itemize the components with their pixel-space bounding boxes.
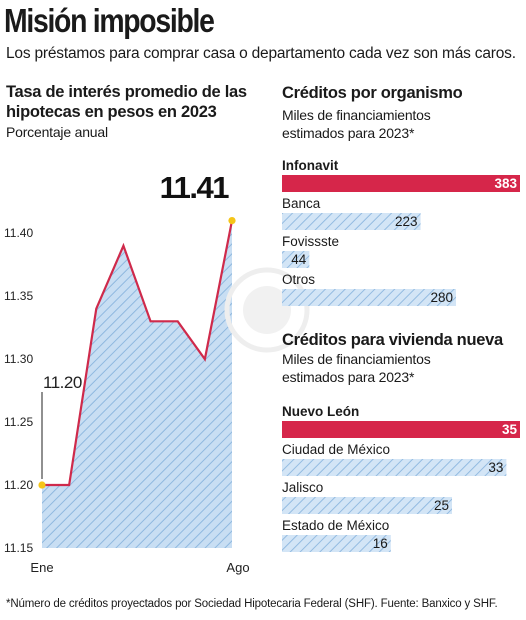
organismo-value: 383 [494, 176, 517, 191]
vivienda-value: 25 [434, 498, 449, 513]
organismo-label: Otros [282, 272, 315, 287]
annotation-start-value: 11.20 [43, 373, 82, 392]
watermark-seal [224, 267, 310, 353]
rate-area [42, 220, 232, 548]
organismo-value: 44 [291, 252, 307, 267]
organismo-label: Fovissste [282, 234, 339, 249]
footnote: *Número de créditos proyectados por Soci… [6, 598, 498, 610]
y-tick-label: 11.40 [4, 226, 33, 240]
vivienda-bar [282, 421, 520, 438]
line-chart: 11.15 11.20 11.25 11.30 11.35 11.40 11.20 11.41… [4, 170, 250, 575]
vivienda-label: Nuevo León [282, 404, 359, 419]
organismo-bar [282, 213, 421, 230]
vivienda-label: Estado de México [282, 518, 389, 533]
vivienda-title: Créditos para vivienda nueva [282, 331, 503, 349]
bar-charts: Infonavit 383 Banca 223 Fovissste 44 Otros 280 N… [282, 158, 520, 552]
line-chart-subtitle: Porcentaje anual [6, 124, 108, 140]
vivienda-value: 33 [488, 460, 503, 475]
y-tick-label: 11.35 [4, 289, 33, 303]
vivienda-bar [282, 497, 452, 514]
organismo-label: Infonavit [282, 158, 339, 173]
organismo-bar [282, 289, 456, 306]
annotation-end-value: 11.41 [160, 170, 230, 205]
vivienda-subtitle: Miles de financiamientos estimados para … [282, 351, 431, 385]
rate-line [42, 220, 234, 487]
vivienda-bar [282, 459, 507, 476]
vivienda-value: 16 [373, 536, 388, 551]
y-tick-label: 11.15 [4, 541, 33, 555]
page-title: Misión imposible [4, 2, 215, 39]
y-tick-label: 11.30 [4, 352, 33, 366]
x-tick-label: Ene [30, 560, 53, 575]
organismo-value: 223 [395, 214, 418, 229]
vivienda-bar [282, 535, 391, 552]
point-marker-end [228, 216, 236, 225]
organismo-subtitle: Miles de financiamientos estimados para … [282, 107, 431, 141]
y-tick-label: 11.25 [4, 415, 33, 429]
line-chart-title: Tasa de interés promedio de las hipoteca… [6, 83, 247, 121]
point-marker-start [38, 481, 46, 489]
page-subtitle: Los préstamos para comprar casa o depart… [6, 45, 516, 62]
y-tick-label: 11.20 [4, 478, 33, 492]
organismo-bar [282, 251, 310, 268]
organismo-value: 280 [430, 290, 453, 305]
vivienda-label: Ciudad de México [282, 442, 390, 457]
organismo-bar [282, 175, 520, 192]
organismo-title: Créditos por organismo [282, 84, 463, 102]
organismo-label: Banca [282, 196, 321, 211]
x-tick-label: Ago [226, 560, 249, 575]
vivienda-label: Jalisco [282, 480, 323, 495]
vivienda-value: 35 [502, 422, 518, 437]
